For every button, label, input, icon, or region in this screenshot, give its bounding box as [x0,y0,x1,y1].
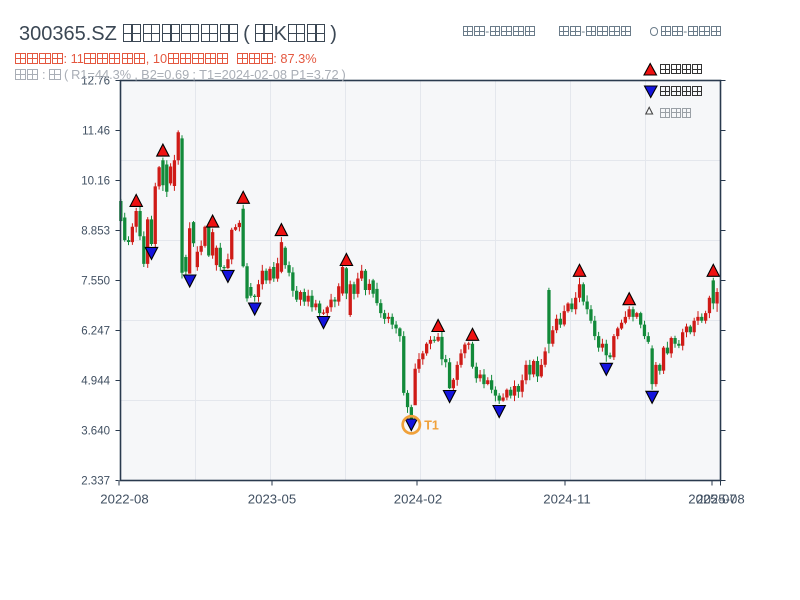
svg-text:12.76: 12.76 [81,76,110,88]
svg-text:2.337: 2.337 [81,476,110,488]
svg-text:2022-08: 2022-08 [100,492,148,507]
svg-text:11.46: 11.46 [82,126,110,138]
svg-text:4.944: 4.944 [81,376,110,388]
svg-text:7.550: 7.550 [81,276,110,288]
svg-text:2024-02: 2024-02 [394,492,442,507]
svg-text:2025-07: 2025-07 [688,492,736,507]
svg-text:2025-08: 2025-08 [696,492,744,507]
svg-text:8.853: 8.853 [81,226,110,238]
svg-text:T1: T1 [424,419,439,433]
svg-text:6.247: 6.247 [81,326,110,338]
svg-text:2024-11: 2024-11 [543,492,590,507]
svg-text:2023-05: 2023-05 [248,492,296,507]
svg-text:3.640: 3.640 [81,426,110,438]
svg-text:10.16: 10.16 [81,176,110,188]
